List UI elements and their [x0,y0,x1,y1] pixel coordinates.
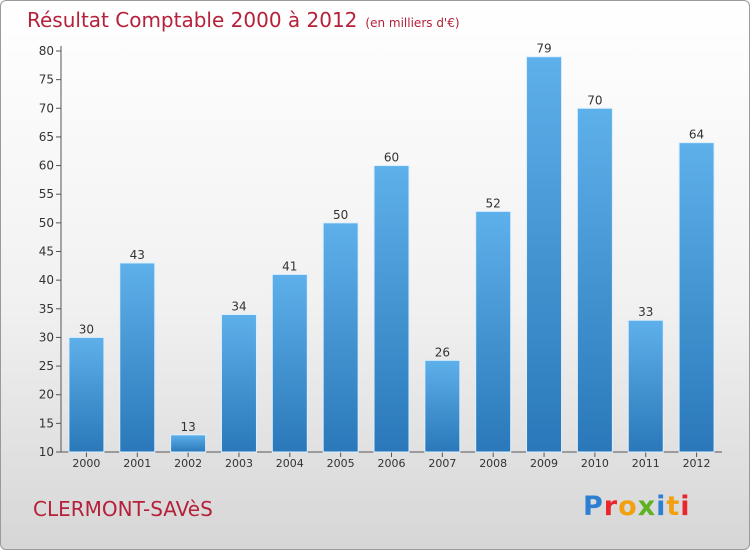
bar-2009 [526,56,563,453]
proxiti-logo: Proxiti [583,491,691,522]
y-tick-label: 30 [39,330,54,344]
data-label-2009: 79 [536,42,551,56]
x-tick-label-2006: 2006 [378,457,406,470]
y-tick-label: 15 [39,416,54,430]
data-label-2010: 70 [587,93,602,107]
data-label-2001: 43 [130,248,145,262]
logo-letter: r [603,491,619,522]
bar-2007 [424,359,461,453]
data-label-2011: 33 [638,305,653,319]
bar-2012 [678,142,715,453]
y-tick-label: 20 [39,388,54,402]
data-label-2007: 26 [435,345,450,359]
logo-letter: x [637,491,657,522]
bar-2004 [271,273,308,453]
data-label-2005: 50 [333,208,348,222]
data-label-2002: 13 [180,420,195,434]
y-tick-label: 80 [39,44,54,58]
x-tick-label-2009: 2009 [530,457,558,470]
title-text: Résultat Comptable 2000 à 2012 [27,8,358,32]
y-tick-label: 45 [39,245,54,259]
x-tick-label-2007: 2007 [428,457,456,470]
x-tick-label-2002: 2002 [174,457,202,470]
y-tick-label: 25 [39,359,54,373]
y-tick-label: 60 [39,159,54,173]
logo-letter: i [656,491,667,522]
y-axis: 10 15 20 25 30 35 40 45 50 55 60 65 70 75 80 [39,44,62,459]
logo-letter: P [583,491,604,522]
bars: 30 43 13 34 41 50 60 26 52 79 70 33 64 [68,42,715,453]
bar-2000 [68,336,105,453]
y-tick-label: 35 [39,302,54,316]
y-tick-label: 10 [39,445,54,459]
bar-2001 [119,262,156,453]
bar-2003 [220,314,257,453]
x-axis: 2000 2001 2002 2003 2004 2005 2006 2007 2008 2009… [61,451,722,470]
bar-2006 [373,165,410,453]
x-tick-label-2005: 2005 [327,457,355,470]
x-tick-label-2011: 2011 [632,457,660,470]
location-name: CLERMONT-SAVèS [33,497,213,521]
data-label-2008: 52 [486,196,501,210]
logo-letter: t [666,491,681,522]
unit-note: (en milliers d'€) [365,16,460,30]
data-label-2006: 60 [384,151,399,165]
y-tick-label: 40 [39,273,54,287]
x-tick-label-2004: 2004 [276,457,304,470]
x-tick-label-2003: 2003 [225,457,253,470]
x-tick-label-2000: 2000 [72,457,100,470]
data-label-2000: 30 [79,322,94,336]
logo-letter: o [618,491,638,522]
bar-2011 [627,319,664,453]
chart-title: Résultat Comptable 2000 à 2012 (en millie… [27,8,460,32]
x-tick-label-2010: 2010 [581,457,609,470]
bar-2008 [475,210,512,453]
data-label-2004: 41 [282,259,297,273]
y-tick-label: 75 [39,73,54,87]
bar-2010 [576,107,613,453]
logo-letter: i [680,491,691,522]
x-tick-label-2012: 2012 [683,457,711,470]
data-label-2003: 34 [231,300,246,314]
bar-2002 [170,434,207,453]
x-tick-label-2008: 2008 [479,457,507,470]
y-tick-label: 55 [39,187,54,201]
data-label-2012: 64 [689,128,704,142]
bar-2005 [322,222,359,453]
y-tick-label: 70 [39,101,54,115]
y-tick-label: 65 [39,130,54,144]
x-tick-label-2001: 2001 [123,457,151,470]
y-tick-label: 50 [39,216,54,230]
